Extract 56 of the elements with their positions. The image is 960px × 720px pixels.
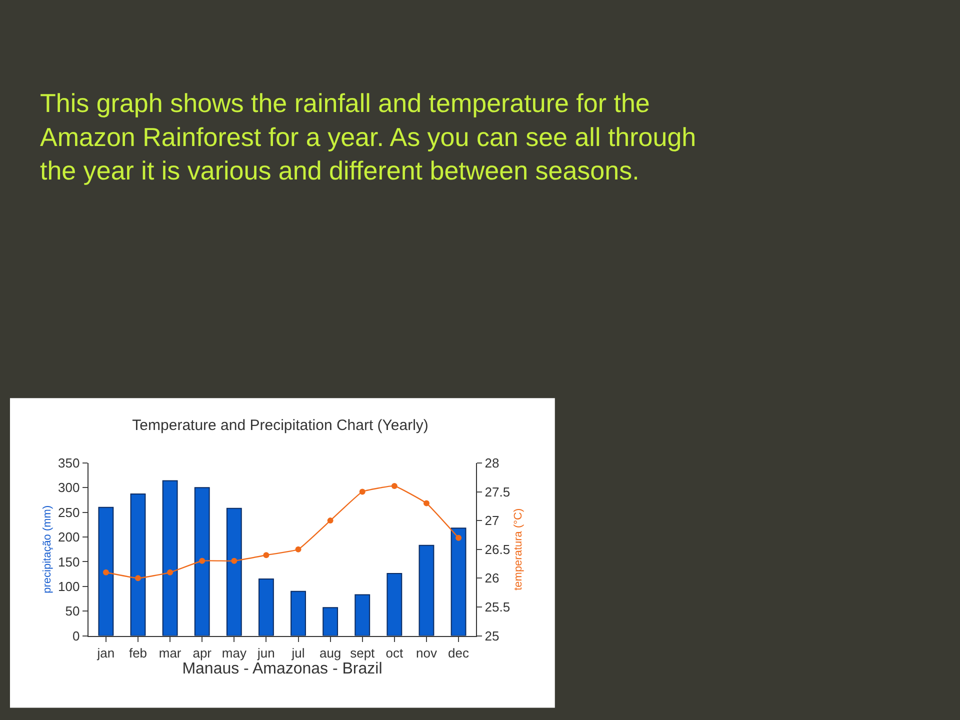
x-tick-label: jul bbox=[290, 645, 305, 660]
bar bbox=[450, 528, 466, 636]
point bbox=[456, 534, 462, 541]
bar bbox=[290, 590, 306, 636]
point bbox=[199, 558, 206, 564]
x-tick-label: may bbox=[222, 645, 247, 660]
y2-tick-label: 26 bbox=[484, 570, 500, 586]
y2-tick-label: 25.5 bbox=[484, 600, 510, 615]
y-tick-label: 200 bbox=[58, 530, 80, 545]
x-tick-label: dec bbox=[448, 645, 470, 660]
x-tick-label: jun bbox=[256, 645, 275, 660]
x-tick-label: apr bbox=[192, 645, 212, 660]
bar bbox=[258, 578, 274, 636]
bar bbox=[194, 487, 210, 636]
y2-tick-label: 27.5 bbox=[484, 484, 510, 500]
x-tick-label: jan bbox=[96, 645, 115, 660]
bar bbox=[418, 544, 434, 636]
y-tick-label: 50 bbox=[65, 604, 80, 619]
y-tick-label: 150 bbox=[58, 554, 80, 570]
point bbox=[327, 518, 334, 524]
y2-tick-label: 25 bbox=[484, 628, 500, 644]
y-tick-label: 300 bbox=[58, 480, 80, 496]
y2-tick-label: 27 bbox=[484, 513, 500, 528]
point bbox=[295, 546, 302, 552]
y2-tick-label: 26.5 bbox=[484, 542, 510, 557]
y2-tick-label: 28 bbox=[484, 456, 500, 471]
bar bbox=[98, 506, 114, 636]
chart-title: Temperature and Precipitation Chart (Yearly) bbox=[132, 417, 428, 434]
y2-axis-title: temperatura (°C) bbox=[512, 508, 524, 590]
bar bbox=[162, 480, 178, 636]
text: This graph shows the rainfall and temperature for the Amazon Rainforest for a year. As you can see all through the year it is various and different between seasons. bbox=[40, 88, 696, 186]
y-tick-label: 250 bbox=[58, 504, 80, 520]
x-tick-label: oct bbox=[386, 645, 404, 660]
point bbox=[391, 483, 398, 489]
point bbox=[102, 569, 109, 576]
bar bbox=[354, 594, 370, 636]
bar bbox=[322, 607, 338, 636]
point bbox=[135, 575, 141, 582]
bar bbox=[226, 508, 242, 636]
x-tick-label: feb bbox=[128, 645, 148, 660]
y-axis-title: precipitação (mm) bbox=[42, 505, 54, 594]
point bbox=[167, 569, 174, 576]
x-tick-label: mar bbox=[158, 645, 182, 660]
y-tick-label: 100 bbox=[58, 578, 80, 594]
y-tick-label: 350 bbox=[58, 456, 80, 471]
x-tick-label: sept bbox=[350, 645, 376, 660]
x-tick-label: nov bbox=[416, 645, 438, 660]
point bbox=[359, 488, 366, 495]
point bbox=[423, 500, 430, 506]
x-tick-label: aug bbox=[319, 645, 342, 660]
bar bbox=[130, 494, 146, 636]
point bbox=[263, 552, 270, 558]
y-tick-label: 0 bbox=[72, 628, 80, 644]
point bbox=[231, 558, 238, 564]
x-axis-title: Manaus - Amazonas - Brazil bbox=[182, 660, 382, 678]
bar bbox=[386, 573, 402, 636]
